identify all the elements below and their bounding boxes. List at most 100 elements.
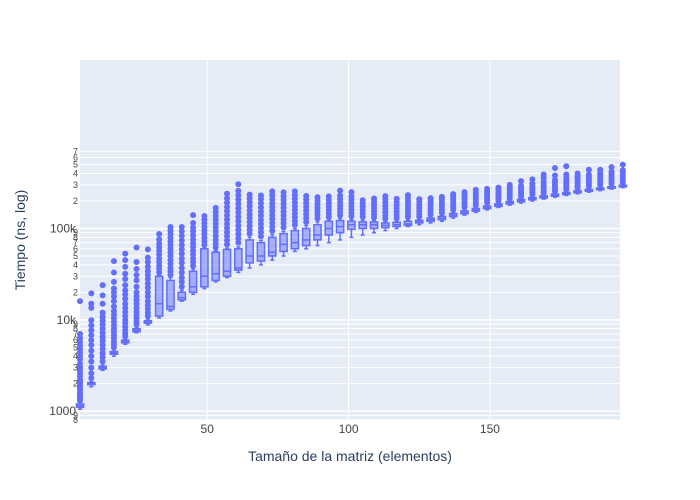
box-outlier-point — [224, 199, 231, 206]
box-outlier-point — [99, 292, 106, 299]
box-outlier-point — [178, 228, 185, 235]
box-outlier-point — [371, 195, 378, 202]
box-outlier-point — [133, 244, 140, 251]
box-161 — [516, 178, 526, 204]
box-outlier-point — [291, 188, 298, 195]
box-149 — [482, 185, 492, 211]
box-outlier-point — [585, 171, 592, 178]
box-61 — [233, 181, 243, 274]
y-minor-tick-label: 6 — [73, 335, 78, 345]
box-outlier-point — [77, 298, 83, 305]
box-outlier-point — [257, 216, 264, 223]
x-tick-label: 150 — [480, 422, 500, 436]
box-outlier-point — [122, 270, 129, 277]
box-outlier-point — [77, 330, 83, 337]
box-outlier-point — [201, 213, 208, 220]
box-outlier-point — [144, 258, 151, 265]
box-outlier-point — [144, 268, 151, 275]
y-minor-tick-label: 2 — [73, 196, 78, 206]
box-outlier-point — [563, 171, 570, 178]
y-major-tick-label: 1000 — [49, 404, 76, 418]
box-outlier-point — [585, 166, 592, 173]
box-45 — [188, 212, 198, 296]
box-outlier-point — [122, 263, 129, 270]
box-117 — [392, 195, 401, 230]
box-outlier-point — [348, 193, 355, 200]
y-minor-tick-label: 9 — [73, 410, 78, 420]
box-outlier-point — [99, 342, 106, 349]
box-65 — [245, 191, 254, 269]
y-minor-tick-label: 4 — [73, 169, 78, 179]
box-outlier-point — [427, 195, 434, 202]
box-outlier-point — [597, 166, 604, 173]
box-outlier-point — [224, 190, 231, 197]
box-109 — [369, 195, 379, 234]
box-outlier-point — [235, 222, 242, 229]
box-iqr — [290, 229, 300, 250]
x-axis-title: Tamaño de la matriz (elementos) — [248, 448, 452, 464]
box-outlier-point — [99, 282, 106, 289]
box-157 — [505, 181, 515, 206]
box-173 — [550, 164, 560, 198]
y-minor-tick-label: 8 — [73, 324, 78, 334]
box-197 — [618, 161, 628, 189]
y-minor-tick-label: 7 — [73, 146, 78, 156]
box-outlier-point — [235, 231, 242, 238]
box-outlier-point — [337, 187, 344, 194]
box-outlier-point — [178, 232, 185, 239]
box-outlier-point — [280, 189, 287, 196]
box-outlier-point — [382, 193, 389, 200]
box-iqr — [222, 248, 232, 278]
box-outlier-point — [110, 298, 117, 305]
box-outlier-point — [99, 309, 106, 316]
box-outlier-point — [144, 254, 151, 261]
box-outlier-point — [235, 239, 242, 246]
box-outlier-point — [224, 212, 231, 219]
box-outlier-point — [88, 304, 95, 311]
box-outlier-point — [619, 161, 626, 168]
y-major-tick-label: 100k — [50, 222, 77, 236]
box-outlier-point — [99, 313, 106, 320]
box-outlier-point — [77, 360, 83, 367]
box-iqr — [313, 223, 322, 241]
box-outlier-point — [122, 275, 129, 282]
box-outlier-point — [257, 233, 264, 240]
box-outlier-point — [144, 280, 151, 287]
box-129 — [426, 195, 435, 224]
box-outlier-point — [99, 325, 106, 332]
box-outlier-point — [450, 191, 457, 198]
box-25 — [132, 244, 141, 334]
box-outlier-point — [495, 184, 502, 191]
box-outlier-point — [224, 195, 231, 202]
box-iqr — [166, 279, 175, 311]
box-9 — [86, 290, 96, 388]
box-outlier-point — [88, 342, 95, 349]
box-outlier-point — [88, 370, 95, 377]
box-outlier-point — [257, 204, 264, 211]
box-outlier-point — [551, 172, 558, 179]
box-outlier-point — [224, 229, 231, 236]
box-outlier-point — [416, 196, 423, 203]
box-outlier-point — [461, 189, 468, 196]
box-181 — [573, 170, 582, 195]
box-outlier-point — [178, 255, 185, 262]
box-113 — [380, 193, 390, 232]
box-outlier-point — [110, 303, 117, 310]
box-outlier-point — [122, 313, 129, 320]
box-outlier-point — [99, 329, 106, 336]
box-outlier-point — [122, 287, 129, 294]
box-outlier-point — [235, 196, 242, 203]
box-outlier-point — [178, 283, 185, 290]
box-outlier-point — [269, 188, 276, 195]
box-outlier-point — [551, 176, 558, 183]
box-outlier-point — [224, 221, 231, 228]
box-13 — [98, 282, 107, 372]
box-outlier-point — [529, 180, 536, 187]
box-outlier-point — [99, 350, 106, 357]
box-outlier-point — [235, 209, 242, 216]
box-outlier-point — [110, 307, 117, 314]
box-185 — [584, 166, 594, 193]
box-outlier-point — [472, 186, 479, 193]
box-outlier-point — [88, 347, 95, 354]
y-minor-tick-label: 8 — [73, 232, 78, 242]
